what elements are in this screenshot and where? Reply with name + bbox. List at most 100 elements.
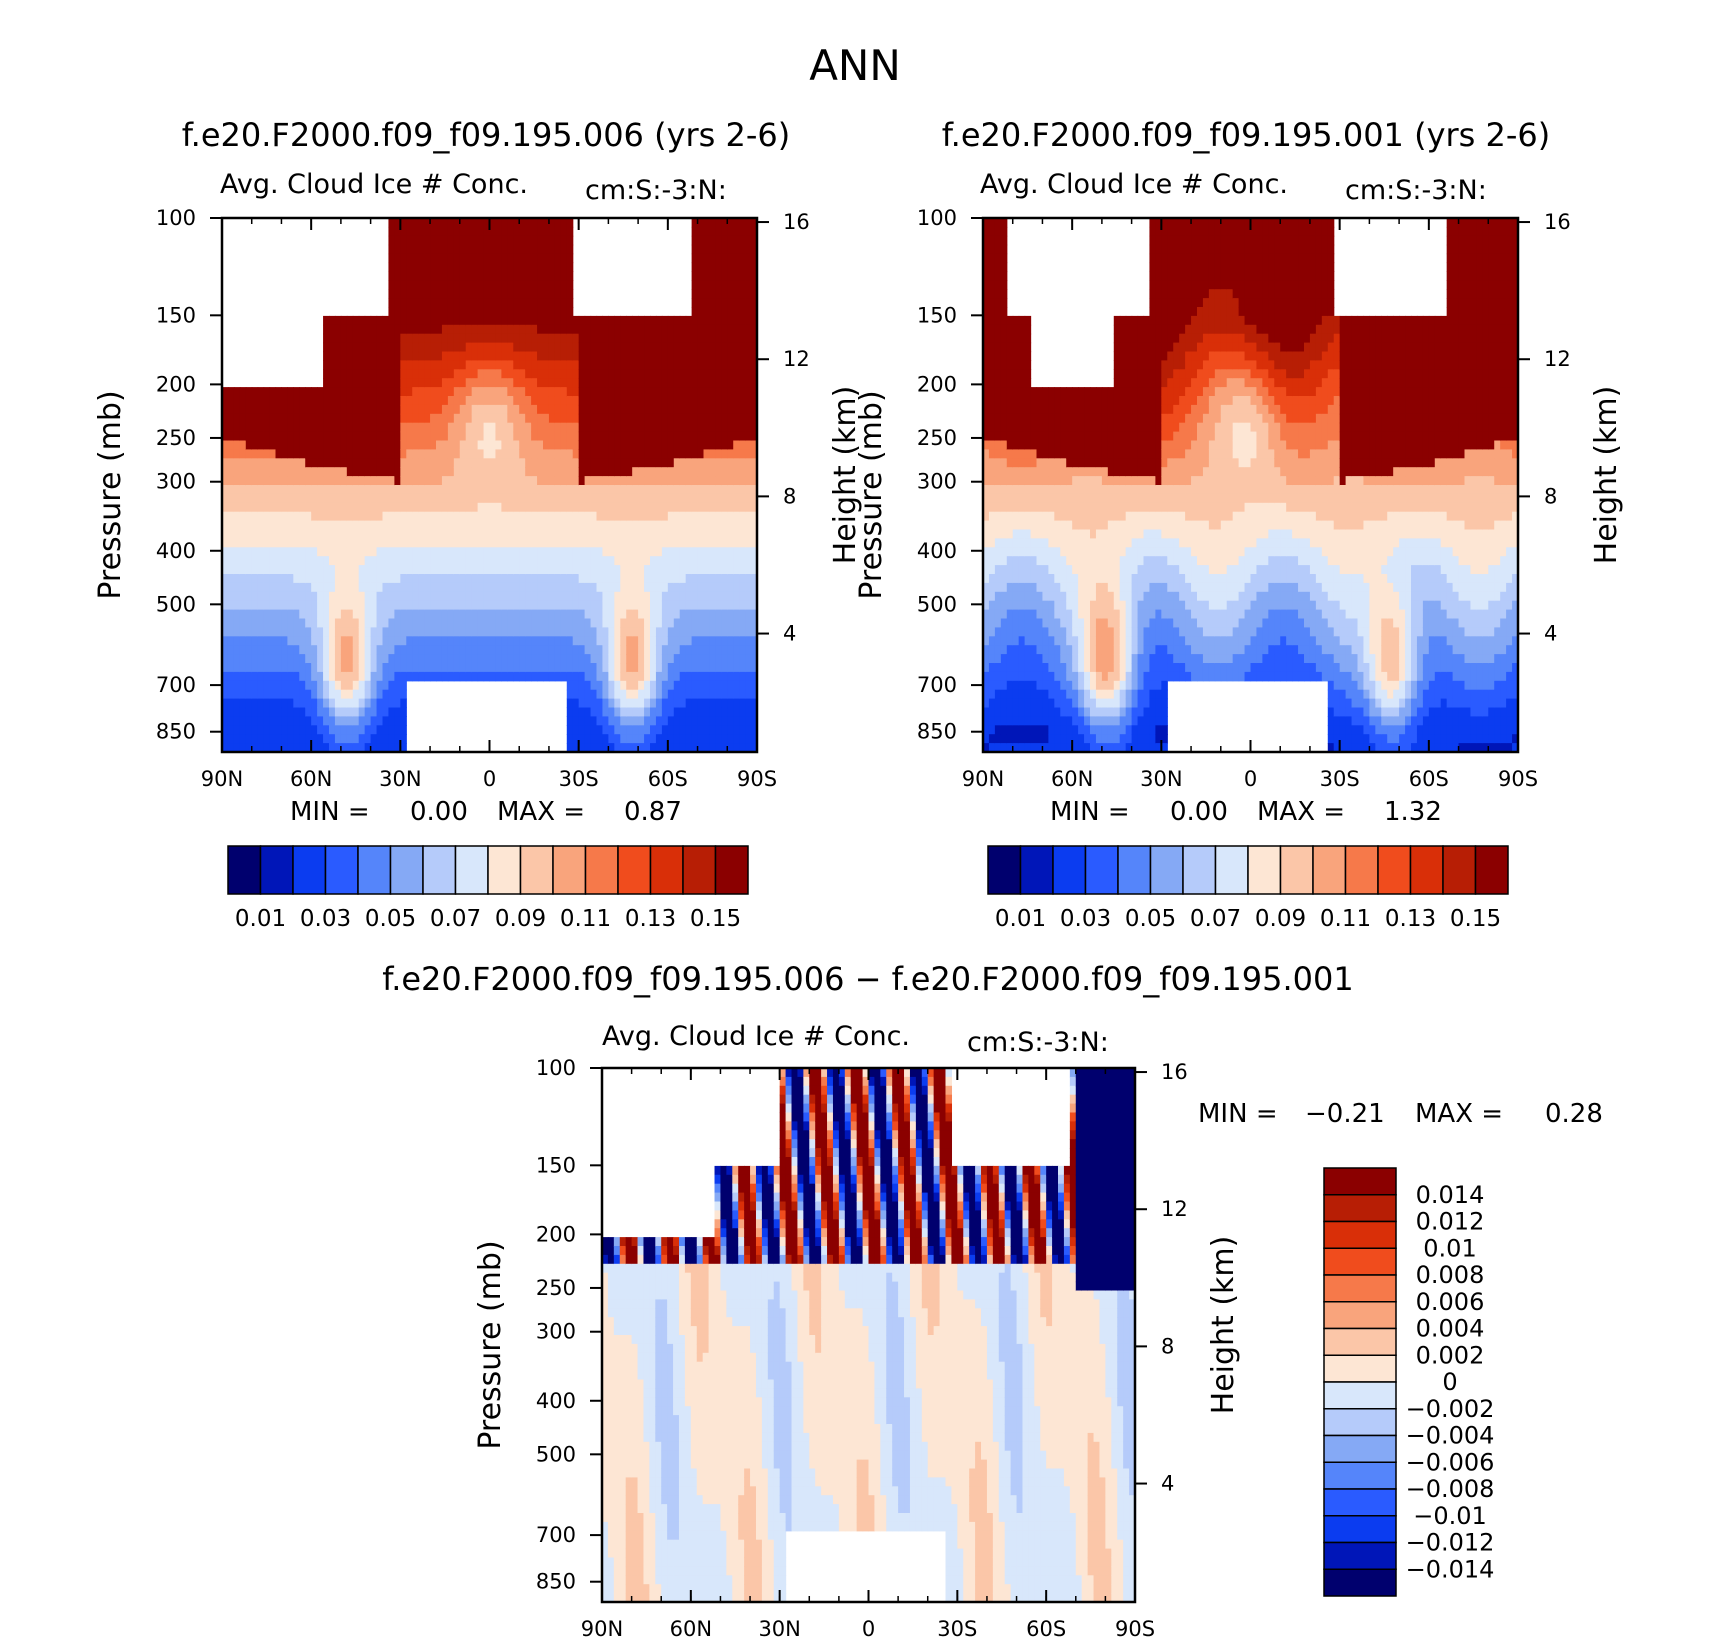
field-cell xyxy=(596,654,604,664)
field-cell xyxy=(477,333,485,344)
field-cell xyxy=(251,422,259,433)
field-cell xyxy=(222,698,229,709)
field-cell xyxy=(745,609,752,620)
field-cell xyxy=(554,609,562,620)
field-cell xyxy=(661,315,669,326)
field-cell xyxy=(507,600,514,611)
field-cell xyxy=(323,493,330,504)
field-cell xyxy=(745,636,752,646)
field-cell xyxy=(1000,671,1008,682)
field-cell xyxy=(483,485,491,495)
field-cell xyxy=(222,449,229,459)
field-cell xyxy=(453,244,461,255)
field-cell xyxy=(739,396,746,406)
field-cell xyxy=(305,725,312,735)
field-cell xyxy=(329,654,336,664)
field-cell xyxy=(745,600,752,611)
field-cell xyxy=(751,271,758,281)
field-cell xyxy=(263,645,271,655)
field-cell xyxy=(489,280,497,290)
field-cell xyxy=(477,458,485,468)
field-cell xyxy=(441,262,449,272)
field-cell xyxy=(727,298,734,308)
field-cell xyxy=(329,485,336,495)
field-cell xyxy=(400,324,407,335)
field-cell xyxy=(721,591,728,602)
field-cell xyxy=(465,351,473,361)
field-cell xyxy=(691,538,699,548)
field-cell xyxy=(233,609,241,620)
field-cell xyxy=(507,280,514,290)
field-cell xyxy=(418,671,425,682)
field-cell xyxy=(650,529,657,539)
field-cell xyxy=(453,315,461,326)
field-cell xyxy=(548,431,556,442)
field-cell xyxy=(525,387,532,397)
field-cell xyxy=(685,627,693,637)
field-cell xyxy=(751,342,758,353)
field-cell xyxy=(513,351,520,361)
field-cell xyxy=(329,404,336,415)
field-cell xyxy=(578,609,586,620)
field-cell xyxy=(983,280,990,290)
field-cell xyxy=(727,235,734,246)
field-cell xyxy=(697,600,705,611)
field-cell xyxy=(1000,591,1008,602)
field-cell xyxy=(548,226,556,237)
field-cell xyxy=(477,591,485,602)
field-cell xyxy=(638,502,645,513)
field-cell xyxy=(988,351,996,361)
field-cell xyxy=(275,600,283,611)
field-cell xyxy=(406,244,413,255)
field-cell xyxy=(358,734,366,744)
field-cell xyxy=(364,645,372,655)
field-cell xyxy=(329,618,336,628)
field-cell xyxy=(334,440,342,450)
field-cell xyxy=(572,449,580,459)
field-cell xyxy=(519,609,526,620)
field-cell xyxy=(548,307,556,317)
field-cell xyxy=(994,663,1002,673)
field-cell xyxy=(543,636,550,646)
field-cell xyxy=(554,342,562,353)
field-cell xyxy=(495,663,502,673)
field-cell xyxy=(471,591,479,602)
field-cell xyxy=(495,449,502,459)
field-cell xyxy=(572,565,580,575)
field-cell xyxy=(418,360,425,370)
field-cell xyxy=(388,280,395,290)
field-cell xyxy=(447,378,455,388)
field-cell xyxy=(287,734,294,744)
field-cell xyxy=(370,689,378,700)
field-cell xyxy=(620,369,627,379)
field-cell xyxy=(346,600,354,611)
min-label: MIN = xyxy=(290,797,370,827)
field-cell xyxy=(227,707,235,717)
field-cell xyxy=(632,654,639,664)
field-cell xyxy=(1000,280,1008,290)
field-cell xyxy=(679,574,687,584)
field-cell xyxy=(394,600,401,611)
field-cell xyxy=(453,671,461,682)
field-cell xyxy=(507,654,514,664)
field-cell xyxy=(251,707,259,717)
field-cell xyxy=(679,467,687,477)
field-cell xyxy=(988,689,996,700)
field-cell xyxy=(459,413,467,424)
field-cell xyxy=(1006,663,1014,673)
field-cell xyxy=(394,360,401,370)
field-cell xyxy=(358,609,366,620)
field-cell xyxy=(632,698,639,709)
field-cell xyxy=(596,609,604,620)
field-cell xyxy=(626,743,633,753)
field-cell xyxy=(661,458,669,468)
field-cell xyxy=(513,396,520,406)
field-cell xyxy=(311,476,318,486)
field-cell xyxy=(644,725,651,735)
field-cell xyxy=(388,743,395,753)
field-cell xyxy=(424,476,431,486)
field-cell xyxy=(578,467,586,477)
field-cell xyxy=(650,387,657,397)
field-cell xyxy=(489,431,497,442)
field-cell xyxy=(655,574,663,584)
